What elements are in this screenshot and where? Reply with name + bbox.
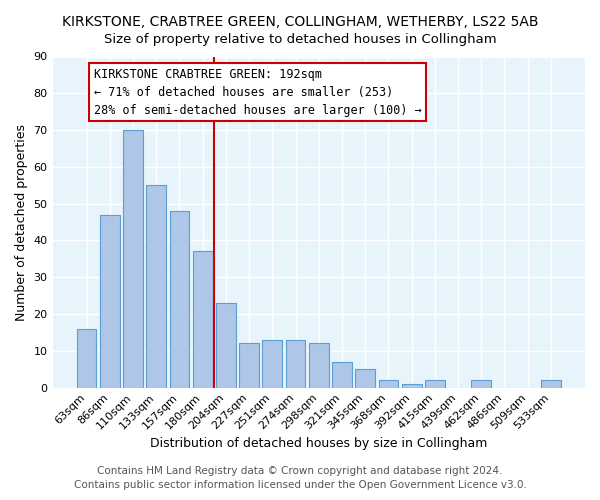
Bar xyxy=(170,211,190,388)
Bar xyxy=(541,380,561,388)
Bar xyxy=(146,186,166,388)
Bar xyxy=(193,252,212,388)
Text: Size of property relative to detached houses in Collingham: Size of property relative to detached ho… xyxy=(104,32,496,46)
Bar xyxy=(425,380,445,388)
Bar xyxy=(379,380,398,388)
Bar xyxy=(239,344,259,388)
Bar xyxy=(77,328,97,388)
X-axis label: Distribution of detached houses by size in Collingham: Distribution of detached houses by size … xyxy=(150,437,487,450)
Bar xyxy=(216,303,236,388)
Text: Contains HM Land Registry data © Crown copyright and database right 2024.
Contai: Contains HM Land Registry data © Crown c… xyxy=(74,466,526,490)
Bar xyxy=(123,130,143,388)
Text: KIRKSTONE CRABTREE GREEN: 192sqm
← 71% of detached houses are smaller (253)
28% : KIRKSTONE CRABTREE GREEN: 192sqm ← 71% o… xyxy=(94,68,421,116)
Bar xyxy=(309,344,329,388)
Y-axis label: Number of detached properties: Number of detached properties xyxy=(15,124,28,320)
Bar xyxy=(402,384,422,388)
Text: KIRKSTONE, CRABTREE GREEN, COLLINGHAM, WETHERBY, LS22 5AB: KIRKSTONE, CRABTREE GREEN, COLLINGHAM, W… xyxy=(62,15,538,29)
Bar xyxy=(472,380,491,388)
Bar xyxy=(100,214,119,388)
Bar xyxy=(262,340,282,388)
Bar xyxy=(332,362,352,388)
Bar xyxy=(355,369,375,388)
Bar xyxy=(286,340,305,388)
